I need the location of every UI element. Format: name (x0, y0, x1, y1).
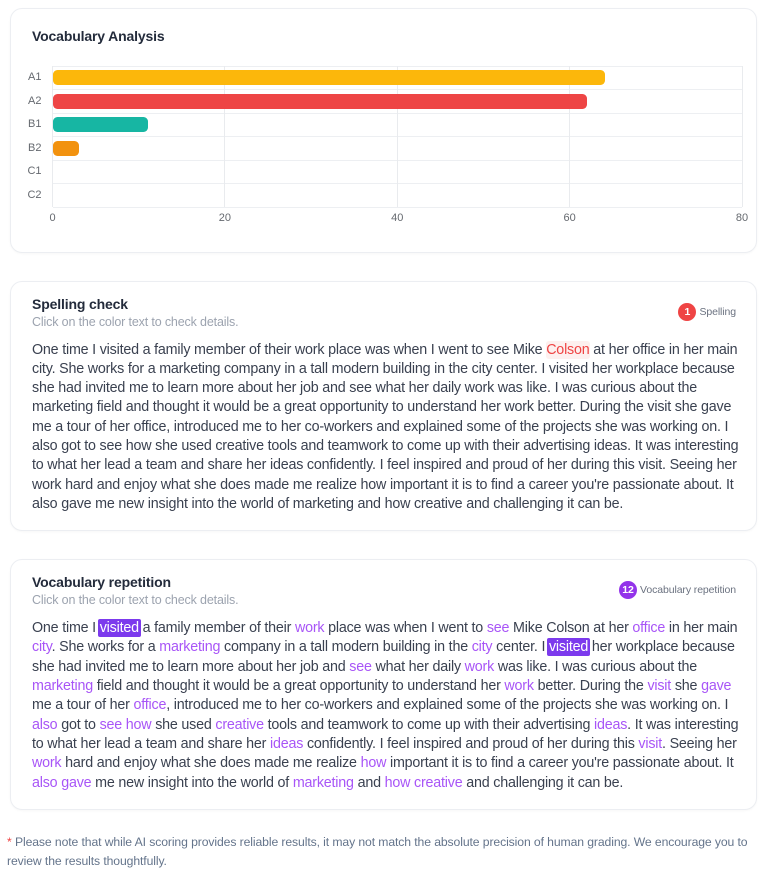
card-subtitle: Click on the color text to check details… (32, 315, 239, 329)
essay-text-segment: important it is to find a career you're … (386, 755, 734, 772)
essay-text-segment: place was when I went to (324, 619, 487, 636)
essay-text-segment: Mike Colson at her (509, 619, 633, 636)
repeated-word[interactable]: city (471, 639, 493, 656)
repeated-word[interactable]: also (32, 716, 58, 733)
spelling-badge-label: Spelling (699, 306, 736, 318)
card-subtitle: Click on the color text to check details… (32, 593, 239, 608)
essay-text-segment: , introduced me to her co-workers and ex… (166, 697, 729, 714)
essay-text-segment: she used (151, 716, 216, 733)
essay-text-segment: her workplace because she had invited me… (32, 639, 735, 675)
y-axis-label-a1: A1 (28, 71, 42, 83)
essay-text-segment: confidently. I feel inspired and proud o… (303, 735, 639, 752)
repetition-count-badge: 12 (619, 581, 638, 600)
repeated-word[interactable]: marketing (292, 774, 354, 791)
x-axis-label-80: 80 (735, 212, 749, 224)
repeated-word[interactable]: see (349, 658, 372, 675)
repeated-word[interactable]: see how (99, 716, 152, 733)
essay-text-segment: . She works for a (51, 639, 160, 656)
bar-b1[interactable] (53, 117, 148, 133)
disclaimer-text: Please note that while AI scoring provid… (7, 834, 748, 868)
essay-text-segment: and challenging it can be. (462, 774, 624, 791)
grid-line-vertical (52, 66, 53, 207)
grid-line-horizontal (52, 206, 742, 208)
bar-b2[interactable] (53, 140, 79, 156)
essay-text-segment: company in a tall modern building in the (220, 639, 472, 656)
repeated-word[interactable]: work (32, 755, 62, 772)
essay-text-segment: was like. I was curious about the (494, 658, 698, 675)
essay-text-segment: hard and enjoy what she does made me rea… (61, 755, 361, 772)
repeated-word[interactable]: ideas (269, 735, 304, 752)
repeated-word[interactable]: visit (647, 677, 672, 694)
repeated-word[interactable]: ideas (593, 716, 628, 733)
repeated-word[interactable]: office (632, 619, 666, 636)
essay-text-segment: got to (57, 716, 100, 733)
repeated-word[interactable]: marketing (159, 639, 221, 656)
grid-line-vertical (224, 66, 226, 207)
repetition-badge-label: Vocabulary repetition (640, 584, 736, 597)
essay-text-segment: . Seeing her (662, 735, 737, 752)
disclaimer-asterisk: * (7, 834, 12, 849)
essay-text-segment: and (353, 774, 385, 791)
card-title: Vocabulary repetition (32, 574, 171, 591)
essay-text-segment: me a tour of her (32, 697, 134, 714)
repeated-word[interactable]: city (32, 639, 52, 656)
essay-text-repetition: One time I visited a family member of th… (32, 618, 744, 793)
essay-text-segment: tools and teamwork to come up with their… (263, 716, 594, 733)
y-axis-label-c1: C1 (27, 165, 42, 177)
spelling-count-badge: 1 (678, 303, 697, 321)
essay-text-segment: One time I (32, 619, 100, 636)
x-axis-label-20: 20 (218, 212, 231, 224)
x-axis-label-60: 60 (563, 212, 576, 224)
y-axis-label-b2: B2 (28, 141, 42, 154)
y-axis-label-c2: C2 (27, 188, 42, 201)
essay-text-segment: she (671, 677, 702, 694)
essay-text-segment: center. I (492, 639, 549, 656)
y-axis-label-b1: B1 (28, 118, 42, 130)
repeated-word[interactable]: see (486, 619, 510, 636)
repeated-word[interactable]: office (133, 697, 167, 714)
bar-a2[interactable] (53, 93, 588, 109)
grid-line-vertical (396, 66, 398, 207)
essay-text-segment: in her main (665, 619, 738, 636)
repeated-word[interactable]: how creative (384, 774, 463, 791)
bar-a1[interactable] (53, 70, 605, 86)
vocabulary-level-bar-chart: A1 A2 B1 B2 C1 C2 0 20 40 60 80 (11, 9, 756, 252)
essay-text-segment: . It was interesting to what her lead a … (32, 716, 739, 752)
repeated-word[interactable]: work (464, 658, 495, 675)
selected-repeated-word[interactable]: visited (546, 638, 591, 657)
essay-text-segment: better. During the (533, 677, 648, 694)
essay-text-segment: a family member of their (138, 619, 295, 636)
ai-disclaimer: * Please note that while AI scoring prov… (7, 833, 754, 871)
repeated-word[interactable]: also gave (32, 774, 92, 791)
chart-plot-area (52, 65, 743, 208)
vocabulary-repetition-card: Vocabulary repetition Click on the color… (10, 559, 757, 810)
card-title: Spelling check (32, 296, 128, 312)
repeated-word[interactable]: gave (701, 677, 732, 694)
repetition-badge: 12 Vocabulary repetition (619, 581, 736, 600)
repeated-word[interactable]: work (504, 677, 534, 694)
essay-text-segment: me new insight into the world of (91, 774, 293, 791)
repeated-word[interactable]: visit (638, 735, 663, 752)
repeated-word[interactable]: marketing (32, 677, 93, 694)
misspelled-word[interactable]: Colson (546, 340, 590, 359)
spelling-check-card: Spelling check Click on the color text t… (10, 281, 757, 532)
y-axis-label-a2: A2 (28, 94, 42, 107)
vocabulary-analysis-card: Vocabulary Analysis A1 A2 B1 B2 C1 C2 0 20 40 60 8… (10, 8, 757, 253)
grid-line-vertical (569, 66, 571, 207)
repeated-word[interactable]: how (360, 755, 387, 772)
repeated-word[interactable]: work (294, 619, 325, 636)
essay-text-spelling: One time I visited a family member of th… (32, 340, 744, 515)
grid-line-vertical (741, 66, 743, 207)
essay-text-segment: at her office in her main city. She work… (32, 341, 739, 513)
essay-text-segment: field and thought it would be a great op… (92, 677, 505, 694)
selected-repeated-word[interactable]: visited (97, 618, 141, 637)
x-axis-label-0: 0 (49, 212, 56, 224)
x-axis-label-40: 40 (391, 212, 404, 224)
chart-title: Vocabulary Analysis (32, 28, 165, 44)
essay-text-segment: One time I visited a family member of th… (32, 341, 547, 358)
repeated-word[interactable]: creative (215, 716, 264, 733)
spelling-badge: 1 Spelling (678, 303, 736, 321)
essay-text-segment: what her daily (371, 658, 465, 675)
